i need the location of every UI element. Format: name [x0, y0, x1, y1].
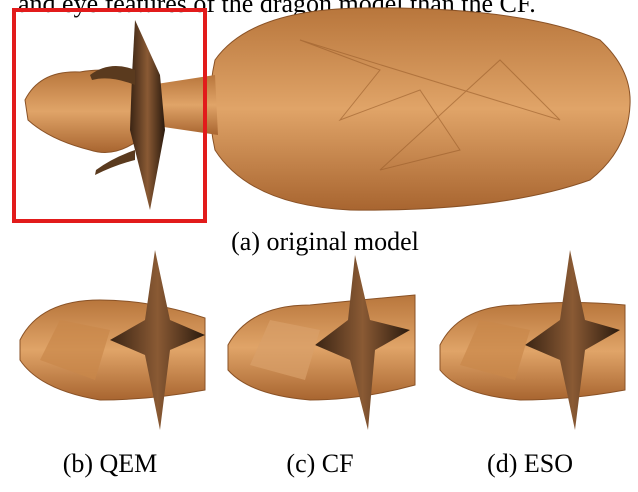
- qem-model: [20, 250, 205, 430]
- caption: (d) ESO: [487, 449, 573, 478]
- figure: and eye features of the dragon model tha…: [0, 0, 638, 492]
- caption: (b) QEM: [63, 449, 158, 478]
- caption: (a) original model: [231, 227, 419, 256]
- caption: (c) CF: [286, 449, 353, 478]
- eso-model: [440, 250, 625, 430]
- cf-model: [228, 255, 415, 430]
- original-model: [25, 8, 630, 210]
- figure-page: and eye features of the dragon model tha…: [0, 0, 638, 492]
